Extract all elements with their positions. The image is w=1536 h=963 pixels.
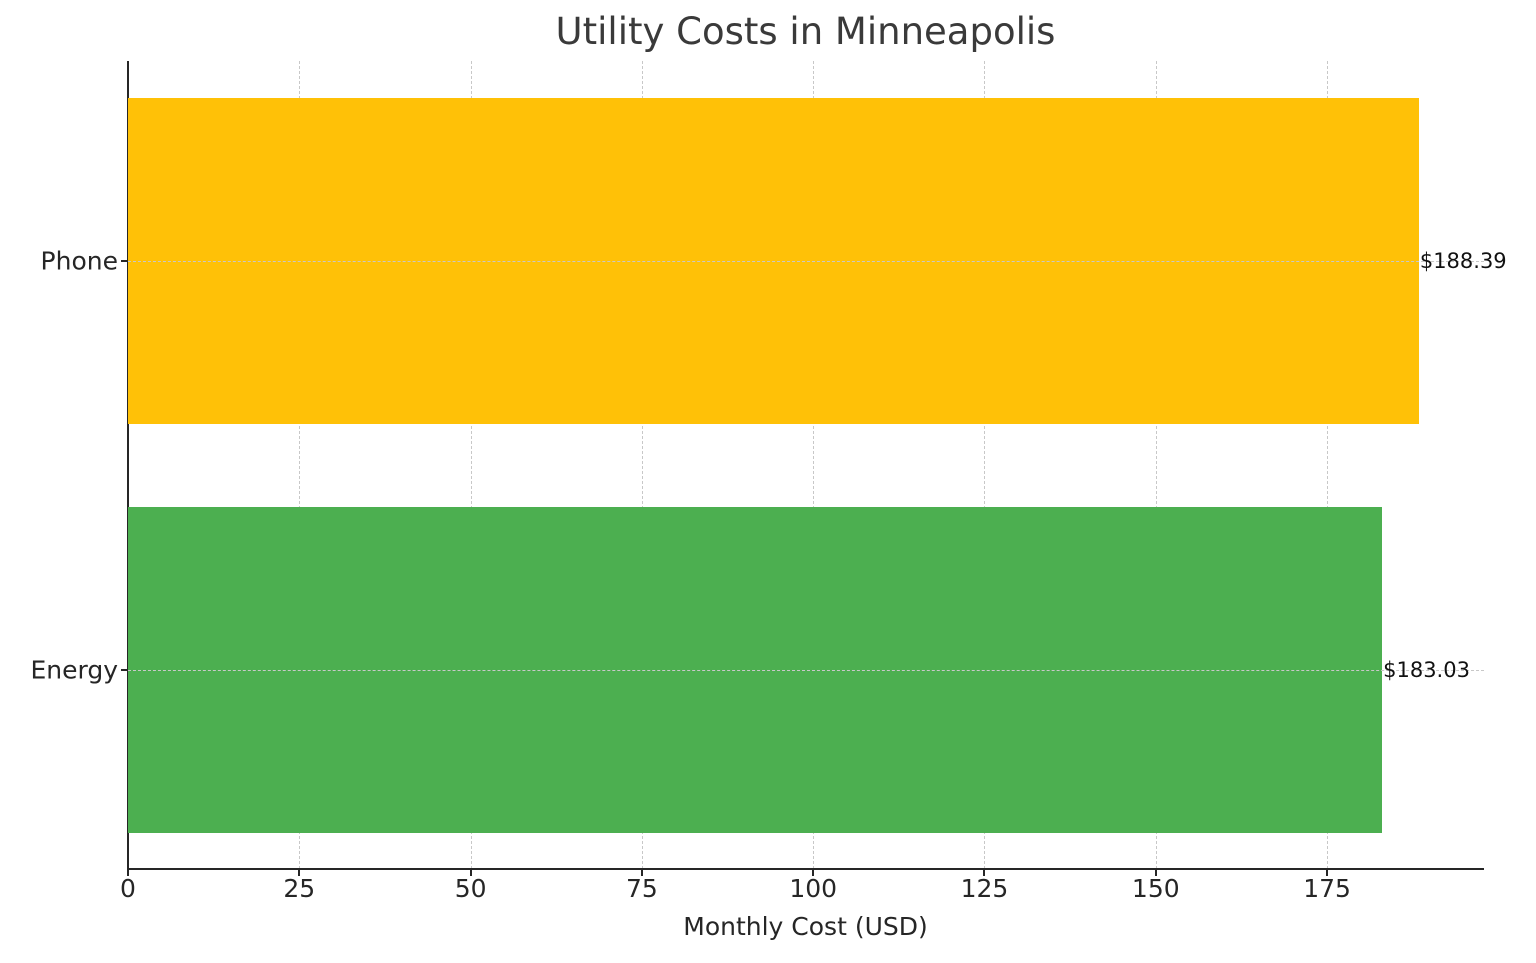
plot-area: $188.39 $183.03 bbox=[128, 61, 1507, 869]
x-tick-label: 175 bbox=[1303, 874, 1351, 903]
gridline-vertical bbox=[1327, 61, 1329, 869]
gridline-vertical bbox=[1155, 61, 1157, 869]
gridline-vertical bbox=[641, 61, 643, 869]
x-axis-spine bbox=[127, 868, 1484, 870]
y-tick-mark bbox=[121, 260, 128, 262]
gridline-vertical bbox=[984, 61, 986, 869]
x-tick-mark bbox=[640, 869, 643, 876]
x-tick-mark bbox=[127, 869, 129, 876]
y-tick-label-phone: Phone bbox=[40, 246, 118, 276]
x-tick-label: 125 bbox=[960, 874, 1009, 903]
x-tick-label: 100 bbox=[789, 874, 838, 903]
x-tick-mark bbox=[1154, 869, 1157, 876]
x-tick-mark bbox=[298, 869, 301, 876]
value-label-energy: $183.03 bbox=[1383, 658, 1470, 682]
x-tick-mark bbox=[469, 869, 472, 876]
gridline-horizontal bbox=[128, 670, 1484, 671]
gridline-horizontal bbox=[128, 261, 1484, 262]
x-tick-mark bbox=[812, 869, 815, 876]
y-tick-label-energy: Energy bbox=[30, 655, 118, 685]
y-tick-mark bbox=[121, 669, 128, 671]
gridline-vertical bbox=[470, 61, 472, 869]
x-tick-label: 150 bbox=[1131, 874, 1180, 903]
x-tick-label: 25 bbox=[283, 874, 316, 903]
x-tick-mark bbox=[983, 869, 986, 876]
value-label-phone: $188.39 bbox=[1419, 249, 1507, 273]
y-axis-spine bbox=[127, 61, 129, 870]
gridline-vertical bbox=[813, 61, 815, 869]
gridline-vertical bbox=[299, 61, 301, 869]
x-tick-mark bbox=[1326, 869, 1329, 876]
x-axis-title: Monthly Cost (USD) bbox=[683, 912, 928, 941]
x-tick-label: 50 bbox=[454, 874, 487, 903]
x-tick-label: 75 bbox=[625, 874, 658, 903]
chart-title: Utility Costs in Minneapolis bbox=[555, 10, 1056, 53]
x-tick-label: 0 bbox=[120, 874, 136, 903]
